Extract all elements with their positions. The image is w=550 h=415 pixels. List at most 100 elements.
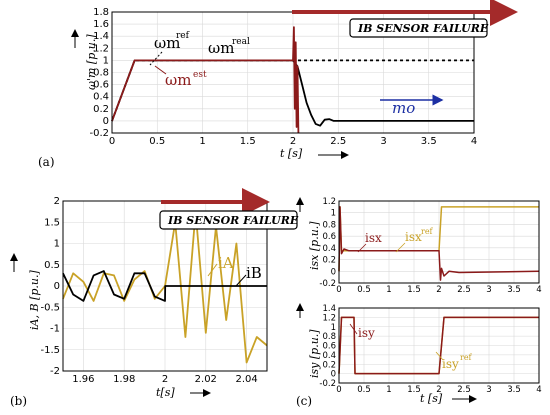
y-tick-label: 1.4 — [93, 31, 109, 42]
y-tick-label: 0.4 — [322, 351, 336, 361]
x-tick-label: 0 — [336, 285, 341, 295]
pointer-isy-ref — [435, 351, 444, 361]
ylabel-b: iA, B [p.u.] — [28, 270, 41, 330]
label-mo: mo — [392, 99, 415, 117]
y-tick-label: 0.4 — [93, 92, 109, 103]
series-line-isy — [338, 316, 539, 375]
x-tick-label: 0.5 — [357, 285, 371, 295]
x-tick-label: 3.5 — [507, 285, 521, 295]
y-tick-label: 1.2 — [322, 197, 336, 207]
label-isy: isy — [358, 326, 375, 340]
x-tick-label: 0.5 — [357, 385, 371, 395]
label-isy-ref: isy — [442, 357, 459, 371]
ylabel-c-top: isx [p.u.] — [308, 221, 321, 270]
series-a — [111, 26, 474, 134]
xlabel-c: t [s] — [420, 392, 443, 405]
failure-box-b — [159, 210, 298, 230]
label-iA: iA — [218, 254, 234, 272]
y-tick-label: -1 — [50, 324, 60, 335]
x-tick-label: 2 — [290, 136, 296, 147]
ylabel-a: ω'm [p.u.] — [85, 34, 98, 90]
ticks-c-top: 0 0.5 1 1.5 2 2.5 3 3.5 4-0.200.20.40.60.811.2 — [319, 197, 541, 295]
label-isx-ref: isx — [405, 230, 422, 244]
x-tick-label: 3 — [486, 385, 491, 395]
y-tick-label: 0.2 — [322, 360, 336, 370]
label-isx: isx — [365, 231, 382, 245]
y-tick-label: 0.6 — [322, 232, 336, 242]
pointer-ref — [149, 51, 163, 66]
x-tick-label: 1.5 — [407, 385, 421, 395]
panel-label-c: (c) — [296, 394, 312, 408]
y-tick-label: -0.2 — [319, 279, 336, 289]
label-wm-ref: ωm — [154, 34, 180, 52]
xlabel-b: t[s] — [156, 386, 175, 399]
y-tick-label: 0.2 — [93, 104, 109, 115]
panel-label-a: (a) — [38, 155, 55, 169]
y-tick-label: 1 — [331, 323, 336, 333]
label-wm-real-sup: real — [232, 37, 250, 47]
y-tick-label: 1 — [331, 209, 336, 219]
series-line-ib — [62, 270, 267, 302]
x-tick-label: 3.5 — [421, 136, 437, 147]
x-tick-label: 3 — [380, 136, 386, 147]
y-tick-label: -1.5 — [40, 345, 60, 356]
y-tick-label: 1.6 — [93, 19, 109, 30]
y-tick-label: 0.6 — [322, 342, 336, 352]
y-tick-label: 0.6 — [93, 80, 109, 91]
panel-label-b: (b) — [10, 394, 27, 408]
ticks-a: 0 0.5 1 1.5 2 2.5 3 3.5 4-0.200.20.40.60.811.21.… — [89, 7, 477, 147]
pointer-iB — [235, 274, 247, 287]
label-iB: iB — [246, 264, 262, 282]
axes-frame-c-bottom — [338, 307, 540, 384]
x-tick-label: 1.5 — [240, 136, 256, 147]
y-tick-label: 0.8 — [322, 332, 336, 342]
pointer-iA — [207, 263, 218, 277]
y-tick-label: 0 — [331, 267, 336, 277]
y-tick-label: 0 — [54, 281, 60, 292]
x-tick-label: 2 — [162, 374, 168, 385]
axes-frame-c-top — [338, 200, 540, 284]
x-tick-label: 2.02 — [195, 374, 217, 385]
x-tick-label: 2 — [436, 285, 441, 295]
x-tick-label: 4 — [536, 285, 541, 295]
pointer-est — [154, 65, 167, 75]
pointer-isx-ref — [395, 242, 406, 253]
y-tick-label: -2 — [50, 366, 60, 377]
y-tick-label: 1.2 — [322, 313, 336, 323]
y-tick-label: 1 — [54, 239, 60, 250]
y-tick-label: 0.2 — [322, 256, 336, 266]
panel-b: 1.96 1.98 2 2.02 2.04 -2 -1.5 -1 -0.5 0 0.5 1 1.5 2 I… — [10, 188, 299, 408]
y-tick-label: -0.2 — [319, 379, 336, 389]
label-isy-ref-sup: ref — [460, 353, 473, 362]
series-b — [62, 210, 268, 364]
ticks-b: 1.96 1.98 2 2.02 2.04 -2 -1.5 -1 -0.5 0 0.5 1 1.5 2 — [40, 196, 257, 385]
x-tick-label: 2.5 — [457, 285, 471, 295]
x-tick-label: 1.5 — [407, 285, 421, 295]
series-c-top — [338, 206, 540, 281]
pointer-isx — [357, 243, 367, 253]
x-tick-label: 1 — [386, 285, 391, 295]
y-tick-label: 1.2 — [93, 43, 109, 54]
y-tick-label: 0.5 — [44, 260, 60, 271]
x-tick-label: 0.5 — [149, 136, 165, 147]
xlabel-a: t [s] — [280, 147, 303, 160]
y-tick-label: 2 — [54, 196, 60, 207]
y-tick-label: 1.4 — [322, 304, 336, 314]
x-tick-label: 0 — [109, 136, 115, 147]
y-tick-label: 0.4 — [322, 244, 336, 254]
y-tick-label: 0.8 — [322, 220, 336, 230]
x-tick-label: 1 — [386, 385, 391, 395]
y-tick-label: 1.5 — [44, 217, 60, 228]
series-c-bottom — [338, 316, 539, 375]
y-tick-label: 1.8 — [93, 7, 109, 18]
pointer-isy — [349, 323, 358, 335]
failure-label-b: IB SENSOR FAILURE — [167, 214, 299, 227]
label-wm-est: ωm — [165, 71, 191, 89]
panel-c-bottom: 0 0.5 1 1.5 2 2.5 3 3.5 4-0.200.20.40.60.811.21.… — [296, 303, 542, 408]
x-tick-label: 2.04 — [235, 374, 257, 385]
x-tick-label: 2.5 — [457, 385, 471, 395]
failure-label-a: IB SENSOR FAILURE — [357, 22, 489, 35]
x-tick-label: 3 — [486, 285, 491, 295]
x-tick-label: 3.5 — [507, 385, 521, 395]
